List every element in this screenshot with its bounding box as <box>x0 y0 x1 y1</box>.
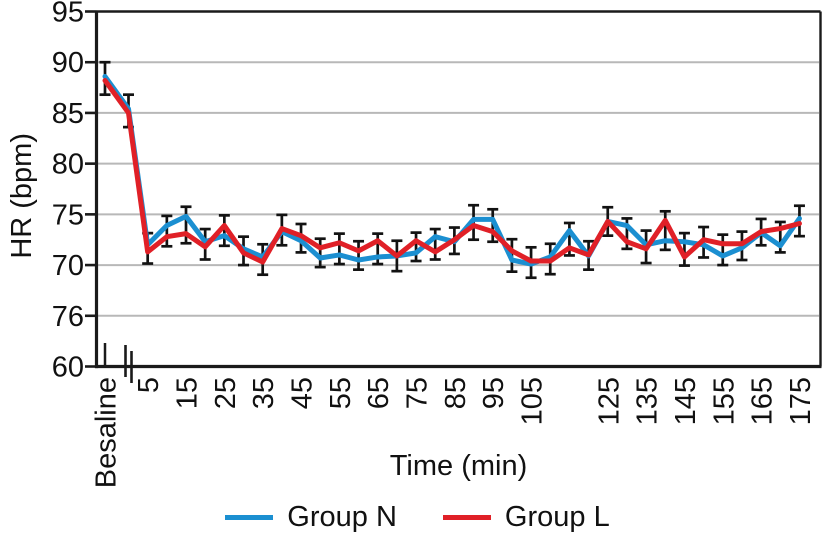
svg-text:65: 65 <box>363 377 395 409</box>
svg-text:5: 5 <box>133 377 165 393</box>
group-l-line-swatch-icon <box>442 515 491 520</box>
svg-text:55: 55 <box>325 377 357 409</box>
svg-text:60: 60 <box>52 352 84 384</box>
svg-text:95: 95 <box>52 0 84 29</box>
svg-text:145: 145 <box>670 377 702 425</box>
svg-text:105: 105 <box>517 377 549 425</box>
svg-text:90: 90 <box>52 47 84 79</box>
legend-item-group-n: Group N <box>225 501 397 534</box>
svg-text:95: 95 <box>478 377 510 409</box>
svg-text:75: 75 <box>402 377 434 409</box>
y-tick-labels: 60 76 70 75 80 85 90 95 <box>52 0 84 384</box>
svg-text:80: 80 <box>52 149 84 181</box>
x-tick-labels: Besaline 5 15 25 35 45 55 65 75 85 95 105 125 135 145 1… <box>91 377 817 488</box>
svg-text:Besaline: Besaline <box>91 377 123 488</box>
svg-text:175: 175 <box>785 377 817 425</box>
svg-text:35: 35 <box>248 377 280 409</box>
group-n-line-swatch-icon <box>225 515 274 520</box>
legend-label-group-n: Group N <box>287 501 397 533</box>
chart-legend: Group N Group L <box>0 501 835 534</box>
svg-text:25: 25 <box>210 377 242 409</box>
y-ticks <box>85 10 97 368</box>
svg-text:75: 75 <box>52 199 84 231</box>
svg-text:70: 70 <box>52 250 84 282</box>
series-line-group-n <box>102 73 802 267</box>
legend-item-group-l: Group L <box>442 501 610 534</box>
svg-text:125: 125 <box>593 377 625 425</box>
svg-text:85: 85 <box>440 377 472 409</box>
svg-text:135: 135 <box>632 377 664 425</box>
plot-border <box>94 10 822 369</box>
svg-text:85: 85 <box>52 98 84 130</box>
gridlines <box>98 61 819 317</box>
svg-text:155: 155 <box>708 377 740 425</box>
svg-text:45: 45 <box>287 377 319 409</box>
series-line-group-l <box>102 77 802 265</box>
legend-label-group-l: Group L <box>504 501 610 533</box>
x-axis-title: Time (min) <box>389 450 528 482</box>
axis-break-icon <box>103 343 133 383</box>
svg-text:76: 76 <box>52 301 84 333</box>
svg-text:165: 165 <box>747 377 779 425</box>
svg-text:15: 15 <box>172 377 204 409</box>
